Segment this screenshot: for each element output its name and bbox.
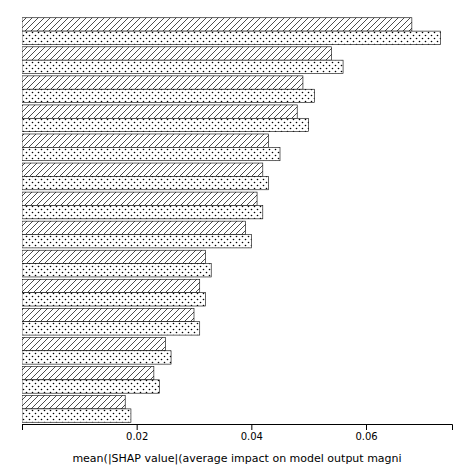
plot-area: 0.02 0.04 0.06 xyxy=(22,18,453,442)
tick-mark xyxy=(22,424,23,430)
x-axis: 0.02 0.04 0.06 xyxy=(23,424,453,442)
bar xyxy=(22,366,154,379)
tick: 0.04 xyxy=(241,424,263,442)
bar xyxy=(22,380,160,393)
bar xyxy=(22,60,343,73)
bar xyxy=(22,89,314,102)
tick-mark xyxy=(137,424,138,430)
bar xyxy=(22,308,194,321)
bar xyxy=(22,147,280,160)
bar xyxy=(22,18,412,31)
tick xyxy=(22,424,23,430)
bar xyxy=(22,47,332,60)
bar xyxy=(22,293,205,306)
tick-label: 0.06 xyxy=(355,431,377,442)
bar xyxy=(22,205,263,218)
bar xyxy=(22,235,251,248)
tick-mark xyxy=(366,424,367,430)
bar xyxy=(22,264,211,277)
tick: 0.02 xyxy=(126,424,148,442)
bar xyxy=(22,337,165,350)
chart: 0.02 0.04 0.06 mean(|SHAP value|(average im… xyxy=(0,0,474,474)
x-axis-title: mean(|SHAP value|(average impact on mode… xyxy=(72,452,401,465)
axis-line xyxy=(23,425,453,431)
bar xyxy=(22,279,200,292)
bar xyxy=(22,192,257,205)
tick: 0.06 xyxy=(355,424,377,442)
bar xyxy=(22,105,297,118)
bar xyxy=(22,409,131,422)
bar xyxy=(22,31,441,44)
tick-label: 0.04 xyxy=(241,431,263,442)
bar xyxy=(22,163,263,176)
tick-label: 0.02 xyxy=(126,431,148,442)
bar xyxy=(22,76,303,89)
bar xyxy=(22,221,246,234)
bar xyxy=(22,322,200,335)
bar xyxy=(22,134,269,147)
tick-mark xyxy=(251,424,252,430)
bar xyxy=(22,396,125,409)
bar xyxy=(22,351,171,364)
bar xyxy=(22,250,205,263)
bar xyxy=(22,118,309,131)
bar xyxy=(22,176,269,189)
bars xyxy=(22,18,441,423)
